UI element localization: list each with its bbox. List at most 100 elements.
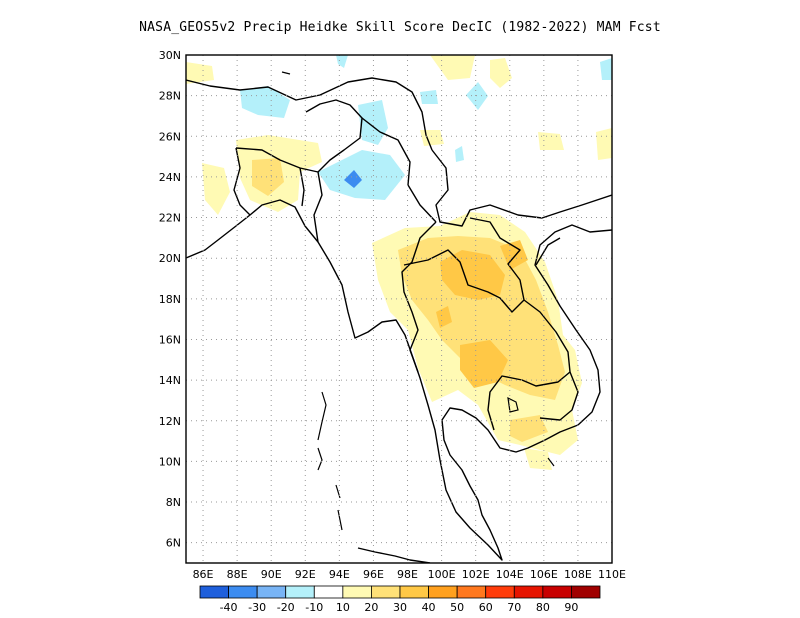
- shade-region: [398, 236, 565, 400]
- lat-tick-label: 10N: [159, 455, 181, 468]
- colorbar-label: 90: [564, 601, 578, 614]
- shade-region: [252, 158, 284, 196]
- border: [361, 117, 437, 223]
- shade-region: [344, 170, 362, 188]
- lon-tick-label: 100E: [428, 568, 456, 581]
- lon-tick-label: 94E: [329, 568, 350, 581]
- lat-tick-label: 8N: [166, 496, 181, 509]
- lon-tick-label: 108E: [564, 568, 592, 581]
- colorbar-swatch: [456, 585, 487, 599]
- colorbar-label: 60: [479, 601, 493, 614]
- border: [431, 149, 612, 227]
- islands: [281, 71, 555, 531]
- shade-region: [490, 58, 512, 88]
- border: [403, 217, 525, 313]
- colorbar-swatch: [199, 585, 229, 599]
- lon-tick-label: 90E: [261, 568, 282, 581]
- colorbar-label: -40: [220, 601, 238, 614]
- colorbar-swatch: [313, 585, 344, 599]
- lat-tick-label: 18N: [159, 293, 181, 306]
- colorbar-label: 50: [450, 601, 464, 614]
- shade-region: [510, 415, 548, 442]
- colorbar-swatch: [428, 585, 458, 599]
- lat-tick-label: 6N: [166, 537, 181, 550]
- shade-region: [186, 62, 214, 84]
- lon-tick-label: 92E: [295, 568, 316, 581]
- colorbar-label: 20: [364, 601, 378, 614]
- lat-tick-label: 28N: [159, 90, 181, 103]
- lat-tick-labels: 6N 8N 10N 12N 14N 16N 18N 20N 22N 24N 26N 28N 30N: [159, 49, 181, 550]
- colorbar: [199, 585, 601, 599]
- colorbar-label: -10: [305, 601, 323, 614]
- border: [233, 147, 251, 216]
- lat-tick-label: 24N: [159, 171, 181, 184]
- lon-tick-label: 88E: [227, 568, 248, 581]
- border: [313, 171, 323, 243]
- lon-tick-label: 96E: [363, 568, 384, 581]
- coastlines-borders: [186, 77, 612, 563]
- lon-tick-labels: 86E 88E 90E 92E 94E 96E 98E 100E 102E 104E 106E 108…: [193, 568, 626, 581]
- colorbar-swatch: [542, 585, 572, 599]
- lon-tick-label: 102E: [462, 568, 490, 581]
- border: [539, 371, 579, 421]
- colorbar-swatch: [342, 585, 372, 599]
- shade-region: [455, 146, 464, 162]
- colorbar-label: -20: [277, 601, 295, 614]
- colorbar-label: 10: [336, 601, 350, 614]
- island: [317, 391, 327, 441]
- border: [186, 77, 433, 151]
- colorbar-label: 40: [422, 601, 436, 614]
- lat-tick-label: 16N: [159, 333, 181, 346]
- shade-region: [420, 130, 444, 146]
- skill-score-field: [186, 55, 612, 470]
- lat-tick-label: 30N: [159, 49, 181, 62]
- border: [235, 99, 363, 173]
- shade-region: [600, 58, 612, 80]
- coastline: [186, 199, 612, 561]
- lon-tick-label: 98E: [397, 568, 418, 581]
- island: [337, 509, 343, 531]
- colorbar-label: -30: [248, 601, 266, 614]
- lon-tick-label: 86E: [193, 568, 214, 581]
- colorbar-label: 70: [507, 601, 521, 614]
- colorbar-swatch: [513, 585, 544, 599]
- lon-tick-label: 104E: [496, 568, 524, 581]
- map-title: NASA_GEOS5v2 Precip Heidke Skill Score D…: [139, 20, 661, 35]
- shade-region: [358, 100, 388, 145]
- colorbar-swatch: [371, 585, 401, 599]
- colorbar-swatch: [571, 585, 601, 599]
- shade-region: [500, 240, 528, 270]
- shade-region: [460, 340, 508, 388]
- colorbar-label: 30: [393, 601, 407, 614]
- map-frame: [185, 54, 613, 564]
- lat-tick-label: 22N: [159, 212, 181, 225]
- island: [317, 447, 323, 471]
- shade-region: [336, 55, 348, 68]
- island: [547, 457, 555, 467]
- shade-region: [318, 150, 405, 200]
- island: [281, 71, 291, 75]
- lat-tick-label: 14N: [159, 374, 181, 387]
- shade-region: [436, 306, 452, 328]
- border: [535, 237, 561, 266]
- colorbar-swatch: [285, 585, 315, 599]
- colorbar-label: 80: [536, 601, 550, 614]
- shade-region: [440, 250, 505, 300]
- lon-tick-label: 110E: [598, 568, 626, 581]
- colorbar-swatch: [228, 585, 258, 599]
- lon-tick-label: 106E: [530, 568, 558, 581]
- shade-region: [524, 448, 552, 470]
- coastline: [357, 547, 431, 563]
- colorbar-swatch: [399, 585, 429, 599]
- shade-region: [430, 55, 475, 80]
- border: [299, 167, 305, 207]
- island: [335, 484, 341, 499]
- lat-tick-label: 26N: [159, 130, 181, 143]
- shade-region: [202, 163, 230, 215]
- lat-tick-label: 20N: [159, 252, 181, 265]
- colorbar-labels: -40 -30 -20 -10 10 20 30 40 50 60 70 80 90: [220, 601, 579, 614]
- colorbar-swatch: [256, 585, 287, 599]
- border: [401, 221, 437, 373]
- island: [507, 396, 519, 413]
